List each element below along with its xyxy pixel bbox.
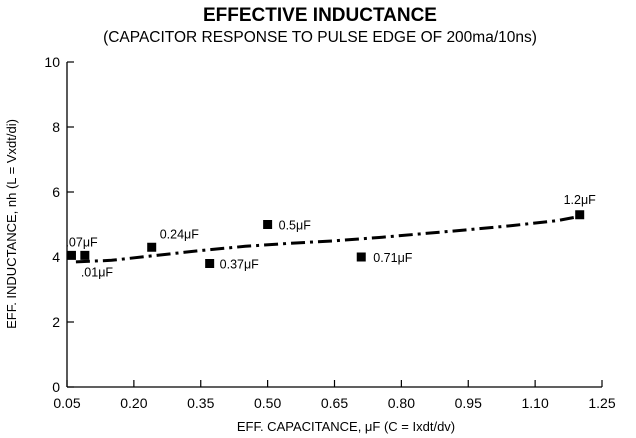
- x-tick-label: 0.35: [187, 395, 214, 411]
- data-point-marker: [263, 220, 273, 229]
- x-tick-label: 0.65: [321, 395, 348, 411]
- point-labels: .07μF .01μF 0.24μF 0.37μF 0.5μF 0.71μF 1.2μF: [65, 193, 596, 280]
- data-point-marker: [575, 210, 585, 220]
- x-axis-label: EFF. CAPACITANCE, μF (C = Ixdt/dv): [237, 419, 455, 434]
- y-axis-ticks: 0 2 4 6 8 10: [44, 54, 74, 395]
- data-point-marker: [356, 252, 366, 262]
- data-point-label: 0.5μF: [279, 219, 312, 233]
- y-tick-label: 10: [44, 54, 60, 70]
- trend-line-group: [75, 214, 580, 264]
- y-tick-label: 4: [52, 249, 60, 265]
- axes: [66, 62, 602, 388]
- y-tick-label: 2: [52, 314, 60, 330]
- x-tick-label: 0.95: [455, 395, 482, 411]
- data-point-marker: [80, 250, 90, 260]
- data-point-label: 0.71μF: [373, 251, 413, 265]
- x-tick-label: 0.80: [388, 395, 415, 411]
- data-points: [66, 210, 585, 268]
- x-tick-label: 0.05: [53, 395, 80, 411]
- y-axis-label: EFF. INDUCTANCE, nh (L = Vxdt/di): [4, 119, 19, 329]
- data-point-label: 0.24μF: [160, 227, 200, 241]
- chart-subtitle: (CAPACITOR RESPONSE TO PULSE EDGE OF 200…: [103, 29, 537, 46]
- y-tick-label: 8: [52, 119, 60, 135]
- data-point-marker: [66, 250, 76, 260]
- x-tick-label: 1.10: [522, 395, 549, 411]
- data-point-label: .07μF: [65, 235, 98, 249]
- x-tick-label: 0.20: [120, 395, 147, 411]
- data-point-label: .01μF: [81, 265, 114, 279]
- data-point-marker: [205, 259, 215, 268]
- y-tick-label: 6: [52, 184, 60, 200]
- x-axis-ticks: 0.05 0.20 0.35 0.50 0.65 0.80 0.95 1.10 1.25: [53, 380, 616, 411]
- x-tick-label: 1.25: [588, 395, 615, 411]
- x-tick-label: 0.50: [254, 395, 281, 411]
- chart-title: EFFECTIVE INDUCTANCE: [203, 5, 437, 26]
- trend-line: [75, 214, 580, 264]
- data-point-marker: [147, 242, 157, 252]
- data-point-label: 0.37μF: [220, 258, 260, 272]
- data-point-label: 1.2μF: [564, 193, 597, 207]
- y-tick-label: 0: [52, 379, 60, 395]
